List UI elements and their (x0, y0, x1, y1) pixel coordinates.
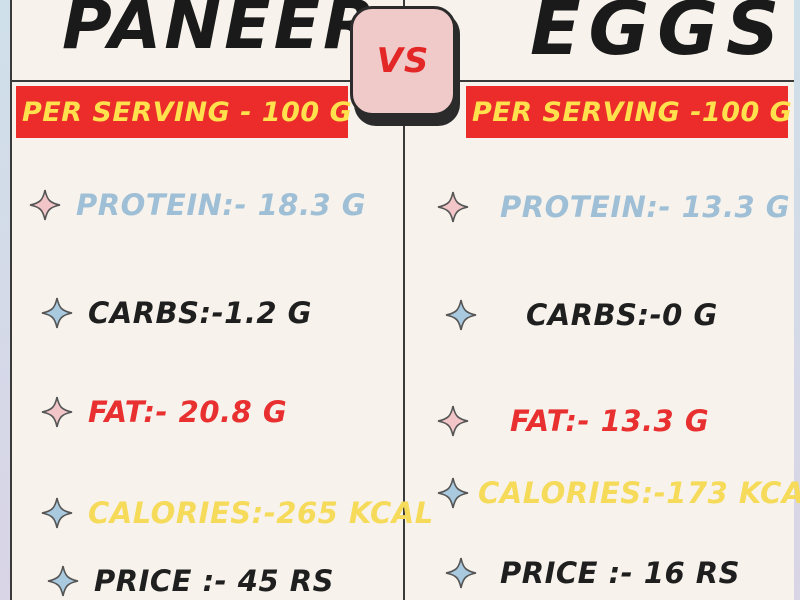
eggs-price-row: PRICE :- 16 RS (444, 556, 740, 590)
blue-sparkle-icon (40, 296, 74, 330)
blue-sparkle-icon (444, 298, 478, 332)
pink-sparkle-icon (40, 395, 74, 429)
column-divider (403, 0, 405, 600)
eggs-calories-row: CALORIES:-173 KCAL (436, 476, 800, 510)
pink-sparkle-icon (436, 404, 470, 438)
paneer-fat-row: FAT:- 20.8 G (40, 395, 287, 429)
left-edge-strip (0, 0, 10, 600)
paneer-fat-text: FAT:- 20.8 G (88, 395, 288, 429)
paneer-carbs-row: CARBS:-1.2 G (40, 296, 312, 330)
eggs-fat-text: FAT:- 13.3 G (510, 404, 710, 438)
eggs-carbs-row: CARBS:-0 G (444, 298, 718, 332)
eggs-title: EGGS (530, 0, 788, 72)
vs-label: VS (376, 41, 430, 81)
paneer-serving-label: PER SERVING - 100 G (22, 96, 353, 128)
eggs-serving-label: PER SERVING -100 G (472, 96, 793, 128)
blue-sparkle-icon (444, 556, 478, 590)
eggs-price-text: PRICE :- 16 RS (500, 556, 740, 590)
vs-badge: VS (350, 6, 456, 116)
eggs-carbs-text: CARBS:-0 G (526, 298, 718, 332)
paneer-serving-banner: PER SERVING - 100 G (16, 86, 352, 138)
paneer-calories-text: CALORIES:-265 KCAL (88, 496, 434, 530)
paneer-calories-row: CALORIES:-265 KCAL (40, 496, 434, 530)
paneer-title: PANEER (62, 0, 379, 65)
pink-sparkle-icon (28, 188, 62, 222)
blue-sparkle-icon (40, 496, 74, 530)
paneer-carbs-text: CARBS:-1.2 G (88, 296, 312, 330)
paneer-price-text: PRICE :- 45 RS (94, 564, 334, 598)
eggs-protein-text: PROTEIN:- 13.3 G (500, 190, 791, 224)
pink-sparkle-icon (436, 190, 470, 224)
paneer-price-row: PRICE :- 45 RS (46, 564, 334, 598)
paneer-protein-row: PROTEIN:- 18.3 G (28, 188, 366, 222)
paneer-protein-text: PROTEIN:- 18.3 G (76, 188, 367, 222)
eggs-protein-row: PROTEIN:- 13.3 G (436, 190, 790, 224)
blue-sparkle-icon (436, 476, 470, 510)
blue-sparkle-icon (46, 564, 80, 598)
eggs-serving-banner: PER SERVING -100 G (466, 86, 792, 138)
right-edge-strip (794, 0, 800, 600)
eggs-fat-row: FAT:- 13.3 G (436, 404, 709, 438)
eggs-calories-text: CALORIES:-173 KCAL (478, 476, 800, 510)
